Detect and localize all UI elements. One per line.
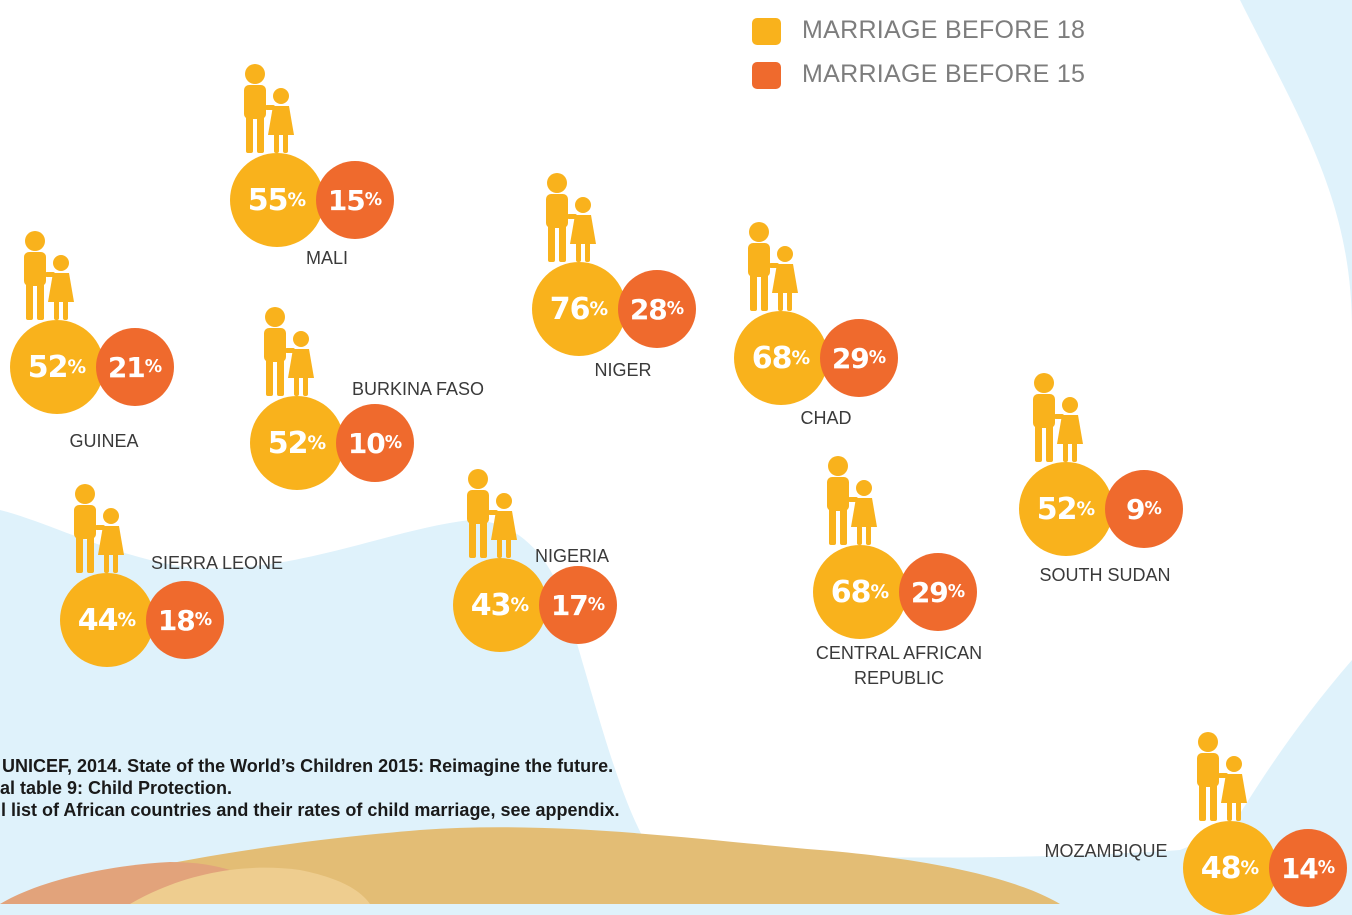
before-18-rate-circle: 52%	[10, 320, 104, 414]
before-18-value: 52	[27, 349, 69, 385]
country-name-label: MOZAMBIQUE	[1044, 841, 1168, 861]
source-note: rce: UNICEF, 2014. State of the World’s …	[0, 755, 620, 821]
parent-child-figure-icon	[748, 222, 798, 311]
percent-sign: %	[587, 595, 606, 615]
parent-child-figure-icon	[264, 307, 314, 396]
before-15-value: 28	[629, 292, 668, 326]
before-18-rate-circle: 52%	[1019, 462, 1113, 556]
parent-child-figure-icon	[1033, 373, 1083, 462]
percent-sign: %	[1076, 498, 1096, 520]
before-15-rate-circle: 29%	[820, 319, 898, 397]
country-name-label: MALI	[305, 248, 349, 268]
before-15-value: 29	[910, 575, 949, 609]
before-15-rate-circle: 10%	[336, 404, 414, 482]
before-15-rate-circle: 28%	[618, 270, 696, 348]
percent-sign: %	[194, 610, 213, 630]
before-18-value: 52	[267, 425, 309, 461]
parent-child-figure-icon	[1197, 732, 1247, 821]
before-15-rate-circle: 21%	[96, 328, 174, 406]
before-15-value: 15	[327, 183, 366, 217]
before-15-rate-circle: 14%	[1269, 829, 1347, 907]
percent-sign: %	[307, 432, 327, 454]
percent-sign: %	[1144, 499, 1162, 519]
before-15-value: 21	[107, 350, 146, 384]
percent-sign: %	[870, 581, 890, 603]
country-name-label: NIGERIA	[534, 546, 610, 566]
parent-child-figure-icon	[244, 64, 294, 153]
percent-sign: %	[666, 299, 685, 319]
before-15-rate-circle: 18%	[146, 581, 224, 659]
legend-swatch-before-15	[752, 62, 781, 89]
before-15-rate-circle: 9%	[1105, 470, 1183, 548]
before-15-value: 17	[550, 588, 589, 622]
percent-sign: %	[947, 582, 966, 602]
before-15-value: 18	[157, 603, 196, 637]
before-18-rate-circle: 43%	[453, 558, 547, 652]
before-15-value: 9	[1126, 492, 1146, 526]
source-line-1: rce: UNICEF, 2014. State of the World’s …	[0, 756, 614, 776]
country-name-label: CHAD	[800, 408, 852, 428]
before-18-value: 55	[247, 182, 289, 218]
parent-child-figure-icon	[24, 231, 74, 320]
before-15-rate-circle: 15%	[316, 161, 394, 239]
before-18-value: 48	[1200, 850, 1242, 886]
before-18-rate-circle: 55%	[230, 153, 324, 247]
before-15-value: 10	[347, 426, 386, 460]
percent-sign: %	[589, 298, 609, 320]
before-18-value: 68	[751, 340, 793, 376]
percent-sign: %	[791, 347, 811, 369]
legend-label-before-15: MARRIAGE BEFORE 15	[802, 60, 1086, 88]
legend-swatch-before-18	[752, 18, 781, 45]
parent-child-figure-icon	[827, 456, 877, 545]
before-15-value: 29	[831, 341, 870, 375]
country-name-label: SOUTH SUDAN	[1039, 565, 1171, 585]
country-name-label: CENTRAL AFRICAN REPUBLIC	[815, 643, 983, 688]
before-18-value: 52	[1036, 491, 1078, 527]
percent-sign: %	[868, 348, 887, 368]
percent-sign: %	[510, 594, 530, 616]
before-18-value: 43	[470, 587, 512, 623]
source-line-3: a full list of African countries and the…	[0, 800, 620, 820]
before-18-value: 68	[830, 574, 872, 610]
parent-child-figure-icon	[546, 173, 596, 262]
percent-sign: %	[384, 433, 403, 453]
sand-dune-mid	[130, 867, 370, 904]
before-18-rate-circle: 68%	[734, 311, 828, 405]
percent-sign: %	[287, 189, 307, 211]
source-line-2: istical table 9: Child Protection.	[0, 778, 233, 798]
percent-sign: %	[364, 190, 383, 210]
before-18-value: 76	[549, 291, 591, 327]
parent-child-figure-icon	[74, 484, 124, 573]
percent-sign: %	[67, 356, 87, 378]
percent-sign: %	[144, 357, 163, 377]
before-18-value: 44	[77, 602, 119, 638]
before-15-rate-circle: 17%	[539, 566, 617, 644]
percent-sign: %	[1240, 857, 1260, 879]
before-18-rate-circle: 48%	[1183, 821, 1277, 915]
before-15-value: 14	[1280, 851, 1319, 885]
parent-child-figure-icon	[467, 469, 517, 558]
percent-sign: %	[1317, 858, 1336, 878]
country-name-label: SIERRA LEONE	[150, 553, 284, 573]
before-18-rate-circle: 68%	[813, 545, 907, 639]
percent-sign: %	[117, 609, 137, 631]
legend-label-before-18: MARRIAGE BEFORE 18	[802, 16, 1086, 44]
country-name-label: NIGER	[594, 360, 652, 380]
before-18-rate-circle: 76%	[532, 262, 626, 356]
country-name-label: BURKINA FASO	[351, 379, 485, 399]
country-name-label: GUINEA	[69, 431, 139, 451]
before-18-rate-circle: 44%	[60, 573, 154, 667]
before-15-rate-circle: 29%	[899, 553, 977, 631]
land-shape	[0, 0, 1352, 858]
before-18-rate-circle: 52%	[250, 396, 344, 490]
